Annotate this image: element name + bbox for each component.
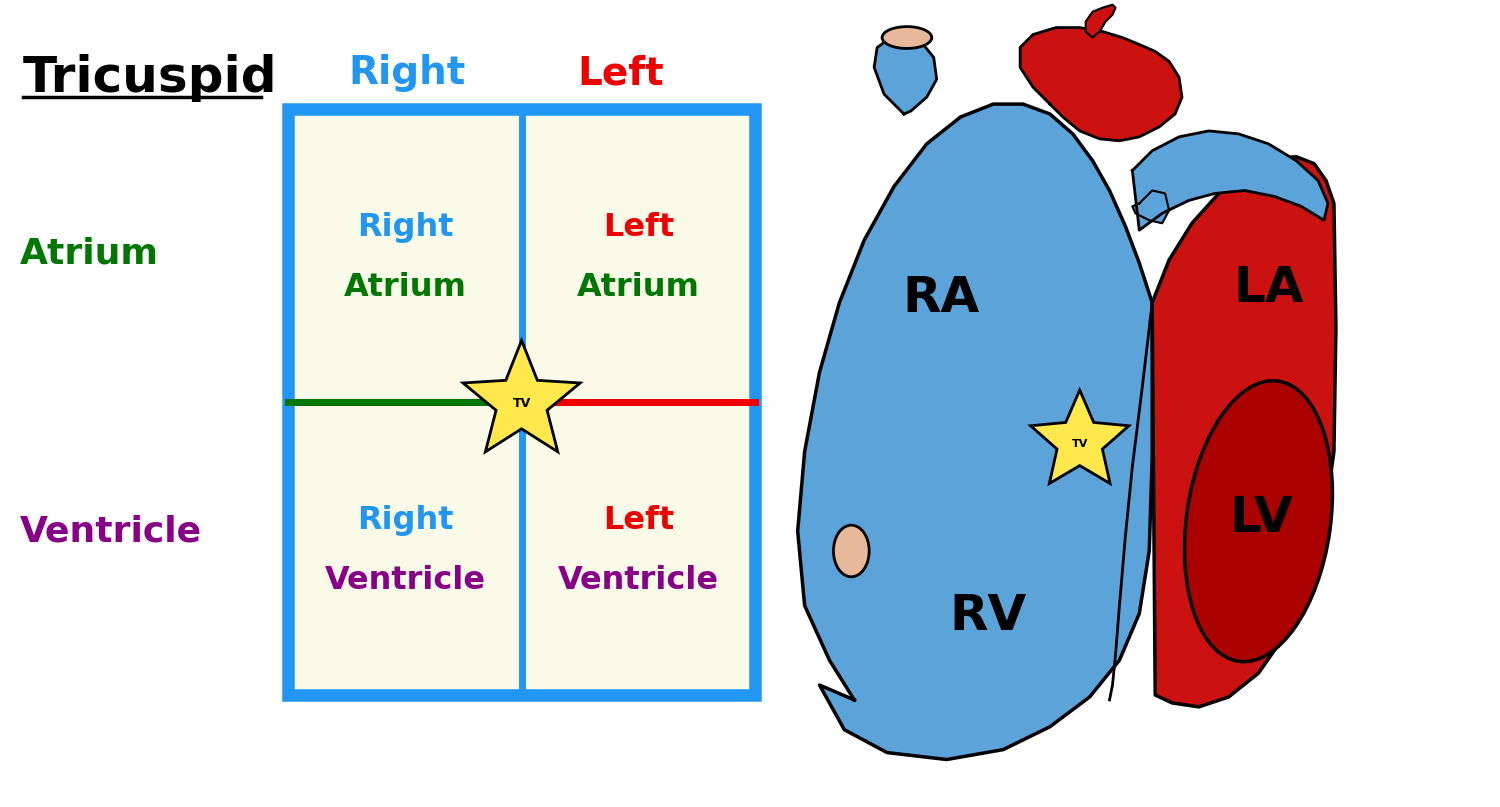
Text: Ventricle: Ventricle: [558, 565, 718, 596]
Bar: [288, 109, 754, 695]
Polygon shape: [1030, 390, 1130, 483]
Ellipse shape: [834, 525, 868, 577]
Text: Right: Right: [357, 505, 453, 536]
Polygon shape: [1132, 131, 1328, 230]
Text: Left: Left: [603, 505, 674, 536]
Ellipse shape: [1185, 381, 1332, 662]
Bar: [522, 402, 754, 695]
Text: Right: Right: [357, 212, 453, 243]
Polygon shape: [798, 104, 1152, 759]
Text: TV: TV: [513, 398, 531, 411]
Polygon shape: [1086, 5, 1116, 38]
Polygon shape: [874, 38, 936, 114]
Text: LV: LV: [1230, 494, 1293, 542]
Text: Atrium: Atrium: [578, 272, 699, 303]
Text: Atrium: Atrium: [20, 236, 159, 270]
Polygon shape: [1152, 157, 1336, 707]
Text: Ventricle: Ventricle: [20, 514, 203, 548]
Bar: [288, 402, 754, 695]
Polygon shape: [1020, 27, 1182, 140]
Text: Left: Left: [578, 54, 664, 93]
Text: LA: LA: [1233, 264, 1304, 312]
Text: Left: Left: [603, 212, 674, 243]
Text: Right: Right: [350, 54, 466, 93]
Text: Tricuspid: Tricuspid: [22, 54, 278, 102]
Bar: [288, 109, 754, 402]
Bar: [288, 402, 522, 695]
Ellipse shape: [882, 27, 932, 48]
Polygon shape: [464, 341, 580, 452]
Bar: [288, 109, 522, 402]
Text: RV: RV: [950, 592, 1028, 639]
Text: Ventricle: Ventricle: [324, 565, 486, 596]
Text: RA: RA: [902, 274, 980, 322]
Polygon shape: [1132, 190, 1168, 224]
Text: TV: TV: [1071, 439, 1088, 449]
Text: Atrium: Atrium: [344, 272, 466, 303]
Bar: [522, 109, 754, 402]
